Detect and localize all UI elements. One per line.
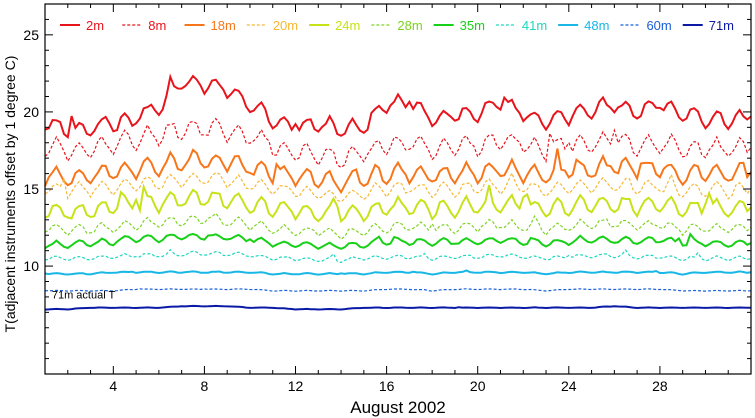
series-line-60m — [44, 288, 752, 292]
x-axis-label: August 2002 — [350, 398, 445, 417]
axis-layer: 4 8 12 16 20 24 28 10 15 20 25 — [23, 3, 751, 394]
legend: 2m 8m 18m 20m 24m 28m 35m 41m 48m 60m 71m — [60, 18, 734, 33]
series-line-18m — [44, 148, 752, 195]
legend-label-20m: 20m — [273, 18, 298, 33]
series-line-48m — [44, 269, 752, 276]
series-line-24m — [44, 183, 752, 224]
y-tick-label: 15 — [23, 181, 39, 197]
legend-label-71m: 71m — [709, 18, 734, 33]
plot-frame — [44, 3, 752, 375]
series-line-20m — [44, 171, 752, 203]
series-line-35m — [44, 232, 752, 250]
x-tick-label: 20 — [470, 378, 486, 394]
x-tick-label: 4 — [109, 378, 117, 394]
legend-label-18m: 18m — [211, 18, 236, 33]
x-tick-label: 12 — [288, 378, 304, 394]
series-line-71m — [44, 304, 752, 311]
x-tick-label: 16 — [379, 378, 395, 394]
y-tick-label: 10 — [23, 258, 39, 274]
series-line-2m — [44, 73, 752, 139]
legend-label-28m: 28m — [397, 18, 422, 33]
series-line-41m — [44, 248, 752, 264]
annotation-71m-actual: 71m actual T — [52, 289, 116, 301]
series-line-8m — [44, 117, 752, 169]
legend-label-41m: 41m — [522, 18, 547, 33]
plot-area — [45, 4, 751, 374]
x-tick-label: 24 — [561, 378, 577, 394]
legend-label-48m: 48m — [584, 18, 609, 33]
x-tick-label: 8 — [201, 378, 209, 394]
y-axis-label: T(adjacent instruments offset by 1 degre… — [2, 56, 18, 333]
series-line-28m — [44, 212, 752, 240]
y-tick-label: 25 — [23, 27, 39, 43]
legend-label-60m: 60m — [646, 18, 671, 33]
y-tick-label: 20 — [23, 104, 39, 120]
series-layer — [44, 73, 752, 311]
legend-label-24m: 24m — [335, 18, 360, 33]
x-tick-label: 28 — [652, 378, 668, 394]
legend-label-2m: 2m — [86, 18, 104, 33]
legend-label-35m: 35m — [460, 18, 485, 33]
legend-label-8m: 8m — [148, 18, 166, 33]
